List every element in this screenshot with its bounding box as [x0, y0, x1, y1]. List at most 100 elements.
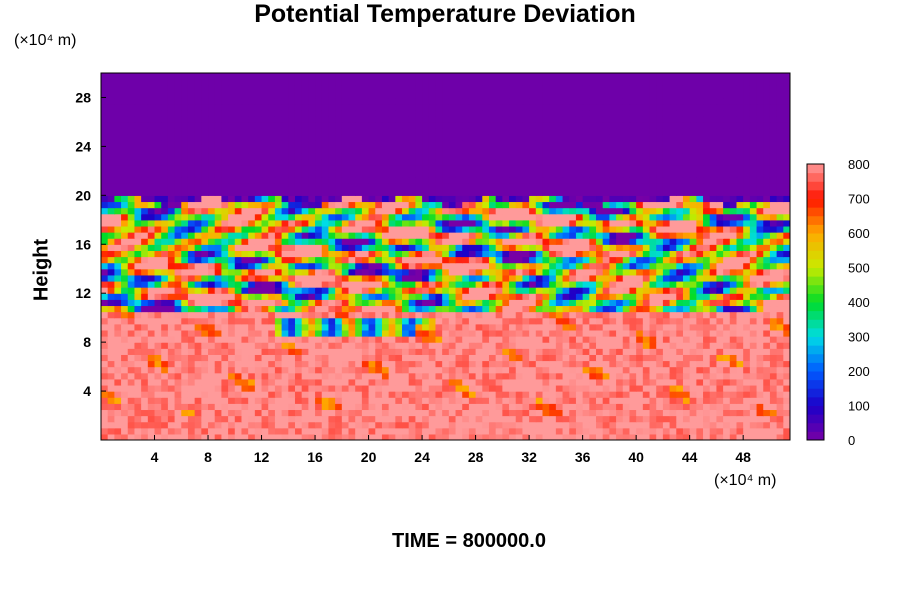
heatmap-cell	[455, 262, 463, 270]
heatmap-cell	[107, 299, 115, 307]
heatmap-cell	[435, 323, 443, 331]
heatmap-cell	[107, 323, 115, 331]
heatmap-cell	[127, 384, 136, 392]
heatmap-cell	[181, 140, 189, 147]
heatmap-cell	[535, 146, 544, 154]
heatmap-cell	[562, 409, 570, 417]
heatmap-cell	[729, 244, 738, 251]
heatmap-cell	[234, 170, 243, 178]
heatmap-cell	[709, 311, 718, 319]
heatmap-cell	[241, 213, 249, 221]
heatmap-cell	[656, 232, 664, 239]
heatmap-cell	[662, 293, 671, 300]
heatmap-cell	[522, 354, 530, 362]
heatmap-cell	[261, 311, 269, 319]
heatmap-cell	[769, 378, 778, 386]
heatmap-cell	[723, 146, 731, 154]
heatmap-cell	[127, 164, 136, 172]
heatmap-cell	[656, 397, 664, 404]
heatmap-cell	[281, 409, 289, 417]
heatmap-cell	[274, 360, 283, 368]
heatmap-cell	[201, 183, 209, 190]
heatmap-cell	[636, 342, 644, 349]
heatmap-cell	[709, 268, 718, 276]
heatmap-cell	[448, 274, 457, 282]
heatmap-cell	[495, 384, 503, 392]
heatmap-cell	[375, 213, 383, 221]
heatmap-cell	[602, 360, 610, 368]
heatmap-cell	[161, 287, 169, 294]
heatmap-cell	[435, 397, 443, 404]
heatmap-cell	[274, 409, 283, 417]
heatmap-cell	[455, 342, 463, 349]
heatmap-cell	[395, 232, 403, 239]
heatmap-cell	[723, 299, 731, 307]
heatmap-cell	[428, 274, 437, 282]
heatmap-cell	[662, 372, 671, 380]
heatmap-cell	[448, 183, 457, 190]
heatmap-cell	[488, 305, 497, 313]
heatmap-cell	[689, 421, 697, 429]
heatmap-cell	[187, 140, 196, 147]
heatmap-cell	[268, 293, 276, 300]
heatmap-cell	[395, 336, 403, 343]
heatmap-cell	[201, 256, 209, 264]
heatmap-cell	[127, 342, 136, 349]
heatmap-cell	[542, 317, 550, 325]
heatmap-cell	[649, 305, 657, 313]
heatmap-cell	[181, 238, 189, 245]
heatmap-cell	[194, 213, 202, 221]
heatmap-cell	[569, 280, 577, 288]
heatmap-cell	[509, 378, 517, 386]
heatmap-cell	[448, 372, 457, 380]
heatmap-cell	[335, 250, 343, 258]
heatmap-cell	[475, 244, 483, 251]
heatmap-cell	[147, 336, 156, 343]
heatmap-cell	[261, 195, 269, 203]
heatmap-cell	[716, 238, 724, 245]
heatmap-cell	[341, 342, 350, 349]
heatmap-cell	[181, 372, 189, 380]
heatmap-cell	[682, 280, 691, 288]
heatmap-cell	[642, 378, 651, 386]
heatmap-cell	[368, 311, 376, 319]
heatmap-cell	[522, 238, 530, 245]
heatmap-cell	[582, 293, 590, 300]
heatmap-cell	[662, 152, 671, 160]
heatmap-cell	[355, 354, 363, 362]
heatmap-cell	[214, 262, 223, 270]
heatmap-cell	[368, 262, 376, 270]
heatmap-cell	[636, 170, 644, 178]
heatmap-cell	[348, 207, 356, 215]
heatmap-cell	[555, 189, 564, 196]
heatmap-cell	[535, 274, 544, 282]
heatmap-cell	[101, 201, 109, 209]
heatmap-cell	[402, 152, 410, 160]
heatmap-cell	[709, 403, 718, 411]
heatmap-cell	[161, 213, 169, 221]
heatmap-cell	[221, 176, 229, 184]
heatmap-cell	[703, 287, 711, 294]
heatmap-cell	[769, 152, 778, 160]
heatmap-cell	[415, 262, 423, 270]
heatmap-cell	[107, 427, 115, 435]
heatmap-cell	[642, 415, 651, 423]
heatmap-cell	[321, 403, 330, 411]
heatmap-cell	[776, 195, 784, 203]
heatmap-cell	[662, 238, 671, 245]
heatmap-cell	[555, 170, 564, 178]
heatmap-cell	[616, 427, 624, 435]
heatmap-cell	[743, 403, 751, 411]
heatmap-cell	[161, 268, 169, 276]
heatmap-cell	[234, 421, 243, 429]
heatmap-cell	[763, 329, 771, 337]
heatmap-cell	[294, 427, 303, 435]
heatmap-cell	[428, 366, 437, 374]
heatmap-cell	[321, 238, 330, 245]
heatmap-cell	[214, 152, 223, 160]
heatmap-cell	[154, 384, 162, 392]
heatmap-cell	[442, 348, 450, 355]
heatmap-cell	[723, 274, 731, 282]
heatmap-cell	[381, 232, 390, 239]
heatmap-cell	[589, 287, 597, 294]
